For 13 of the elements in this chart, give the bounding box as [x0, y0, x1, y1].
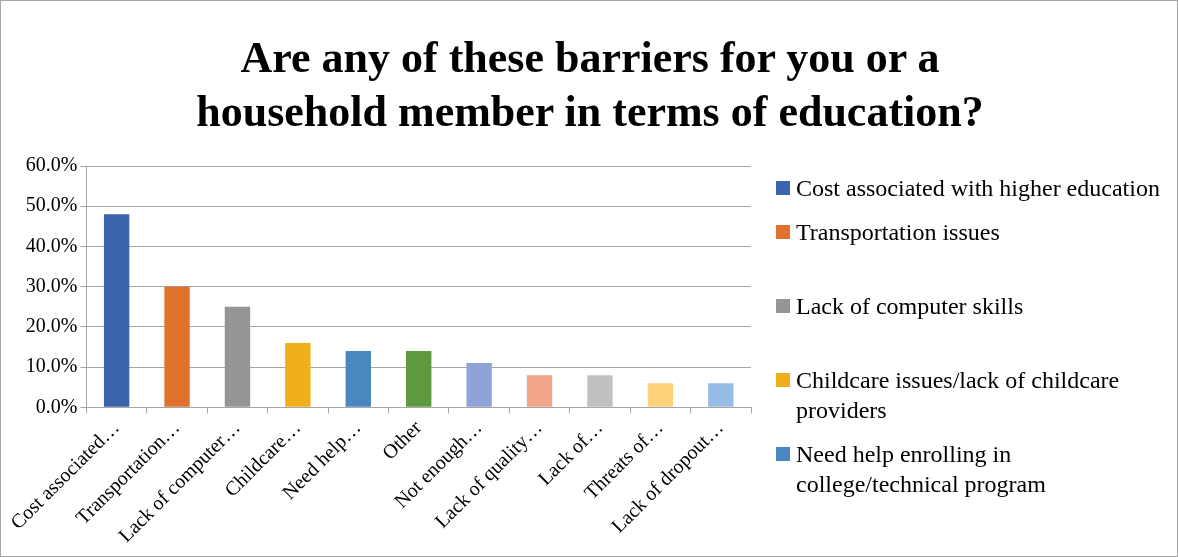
legend-label: Transportation issues: [796, 218, 1000, 247]
y-tick-label: 40.0%: [25, 233, 78, 256]
legend-label: Lack of computer skills: [796, 292, 1024, 321]
legend-label: Cost associated with higher education: [796, 174, 1160, 203]
y-tick-label: 30.0%: [25, 273, 78, 296]
y-tick-label: 0.0%: [35, 394, 78, 417]
y-tick-label: 50.0%: [25, 193, 78, 216]
legend-label: Need help enrolling in college/technical program: [796, 440, 1047, 499]
y-tick-label: 20.0%: [25, 314, 78, 337]
legend-label: Childcare issues/lack of childcare providers: [796, 366, 1121, 425]
chart-title: Are any of these barriers for you or a household member in terms of education?: [195, 32, 985, 138]
y-tick-label: 60.0%: [25, 153, 78, 176]
y-tick-label: 10.0%: [25, 354, 78, 377]
